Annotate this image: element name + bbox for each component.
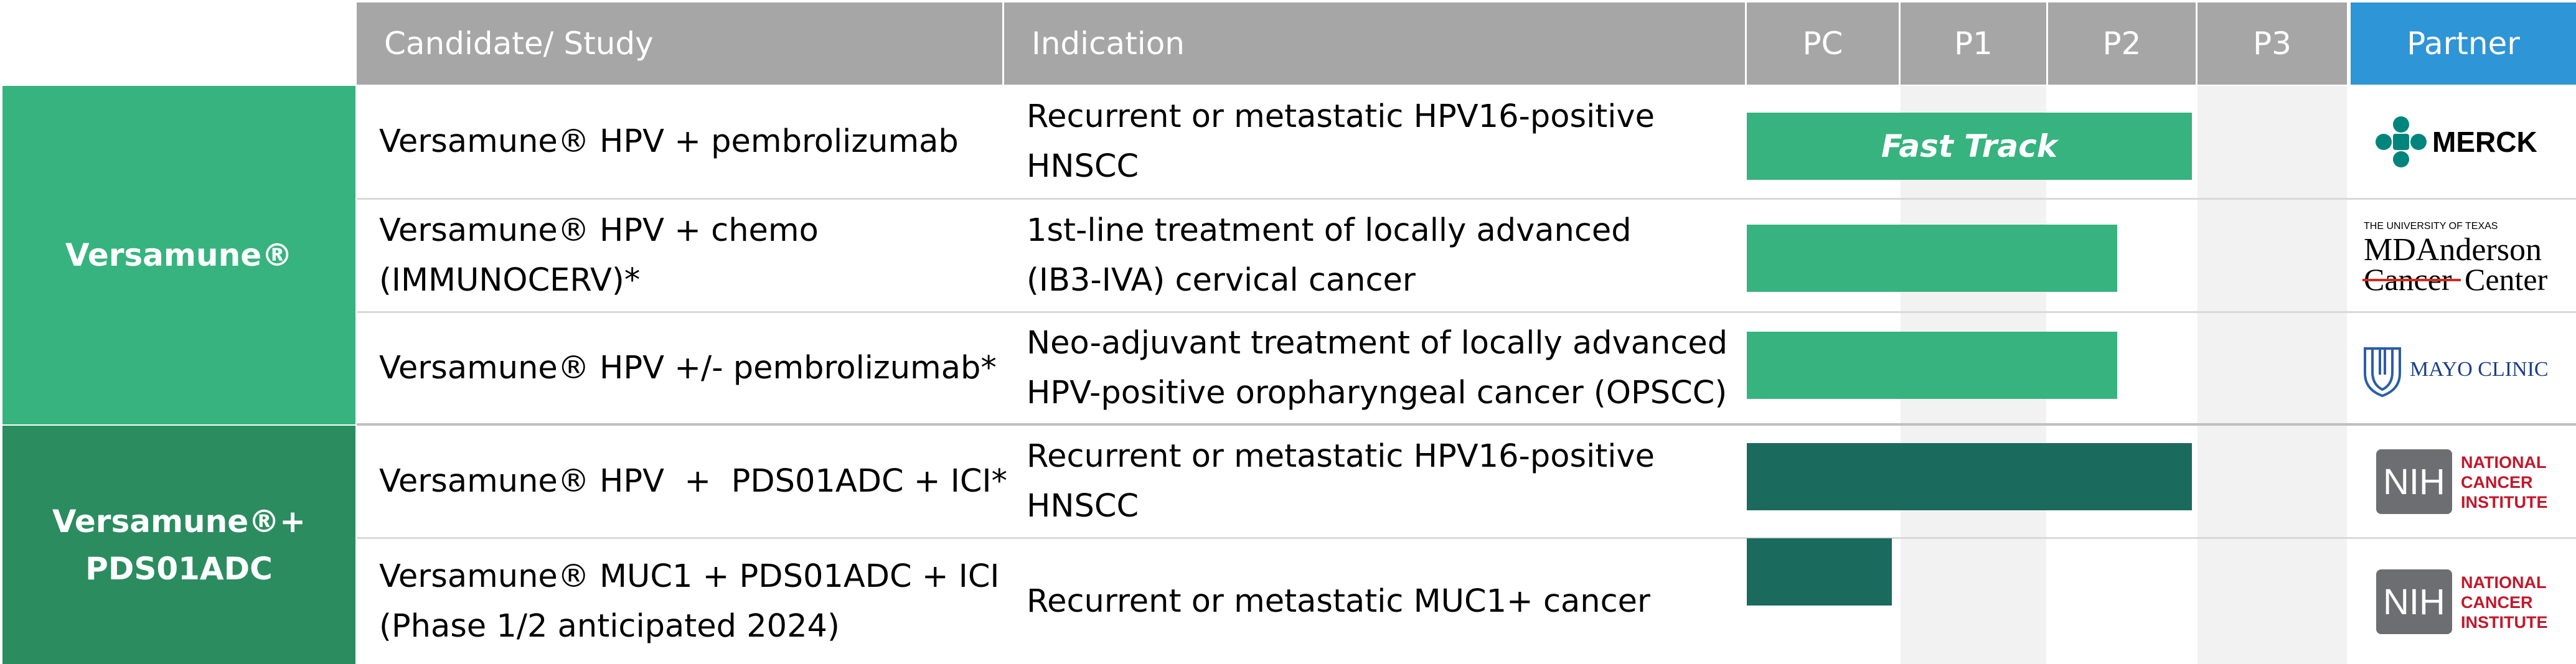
table-row-2-study: Versamune® HPV + chemo (IMMUNOCERV)* <box>379 212 819 299</box>
nih-box-text: NIH <box>2383 462 2445 502</box>
nih-nci-logo-2: NIH NATIONAL CANCER INSTITUTE <box>2351 539 2576 664</box>
mda-line2b: Center <box>2465 262 2548 297</box>
nih-box-text: NIH <box>2383 582 2445 622</box>
nci-line2: CANCER <box>2461 473 2533 492</box>
progress-bar-row-1: Fast Track <box>1747 113 2192 180</box>
nci-line3: INSTITUTE <box>2461 493 2548 512</box>
progress-bar-row-5 <box>1747 538 1892 606</box>
nci-line3: INSTITUTE <box>2461 613 2548 632</box>
header-candidate: Candidate/ Study <box>357 2 1002 85</box>
header-partner: Partner <box>2351 2 2576 85</box>
header-indication: Indication <box>1004 2 1745 85</box>
stripe-p3 <box>2198 86 2347 664</box>
row-divider <box>357 311 2576 313</box>
merck-logo-mark: MERCK <box>2376 116 2537 167</box>
merck-logo-text: MERCK <box>2432 126 2537 158</box>
header-phase-p1: P1 <box>1901 2 2046 85</box>
merck-logo: MERCK <box>2351 86 2576 198</box>
header-phase-pc: PC <box>1747 2 1899 85</box>
progress-bar-row-2 <box>1747 225 2117 292</box>
table-row-5-indication: Recurrent or metastatic MUC1+ cancer <box>1027 582 1650 620</box>
mayo-shield-icon <box>2364 347 2401 397</box>
progress-bar-row-4 <box>1747 443 2192 510</box>
nih-nci-logo: NIH NATIONAL CANCER INSTITUTE <box>2351 426 2576 537</box>
header-phase-p2: P2 <box>2048 2 2196 85</box>
group-versamune: Versamune® <box>2 86 355 424</box>
table-row-1-indication: Recurrent or metastatic HPV16-positive H… <box>1027 98 1655 185</box>
table-row-3-study: Versamune® HPV +/- pembrolizumab* <box>379 349 997 386</box>
table-row-4-study: Versamune® HPV + PDS01ADC + ICI* <box>379 462 1007 500</box>
row-divider <box>357 537 2576 539</box>
row-divider-thick <box>357 423 2576 426</box>
nci-line1: NATIONAL <box>2461 573 2546 592</box>
mda-small-text: THE UNIVERSITY OF TEXAS <box>2364 221 2498 231</box>
row-divider <box>357 198 2576 200</box>
header-phase-p3: P3 <box>2198 2 2347 85</box>
table-row-3-indication: Neo-adjuvant treatment of locally advanc… <box>1027 324 1728 411</box>
table-row-4-indication: Recurrent or metastatic HPV16-positive H… <box>1027 437 1655 525</box>
mda-line1: MDAnderson <box>2364 232 2542 268</box>
table-row-1-study: Versamune® HPV + pembrolizumab <box>379 123 959 160</box>
group-versamune-pds01adc: Versamune®+ PDS01ADC <box>2 426 355 664</box>
mayo-text: MAYO CLINIC <box>2410 358 2549 381</box>
mayo-clinic-logo: MAYO CLINIC <box>2351 313 2576 423</box>
nci-line2: CANCER <box>2461 593 2533 612</box>
nci-line1: NATIONAL <box>2461 453 2546 472</box>
md-anderson-logo: THE UNIVERSITY OF TEXAS MDAnderson Cance… <box>2351 200 2576 311</box>
table-row-2-indication: 1st-line treatment of locally advanced (… <box>1027 212 1632 299</box>
progress-bar-row-3 <box>1747 332 2117 399</box>
table-row-5-study: Versamune® MUC1 + PDS01ADC + ICI (Phase … <box>379 558 1000 645</box>
